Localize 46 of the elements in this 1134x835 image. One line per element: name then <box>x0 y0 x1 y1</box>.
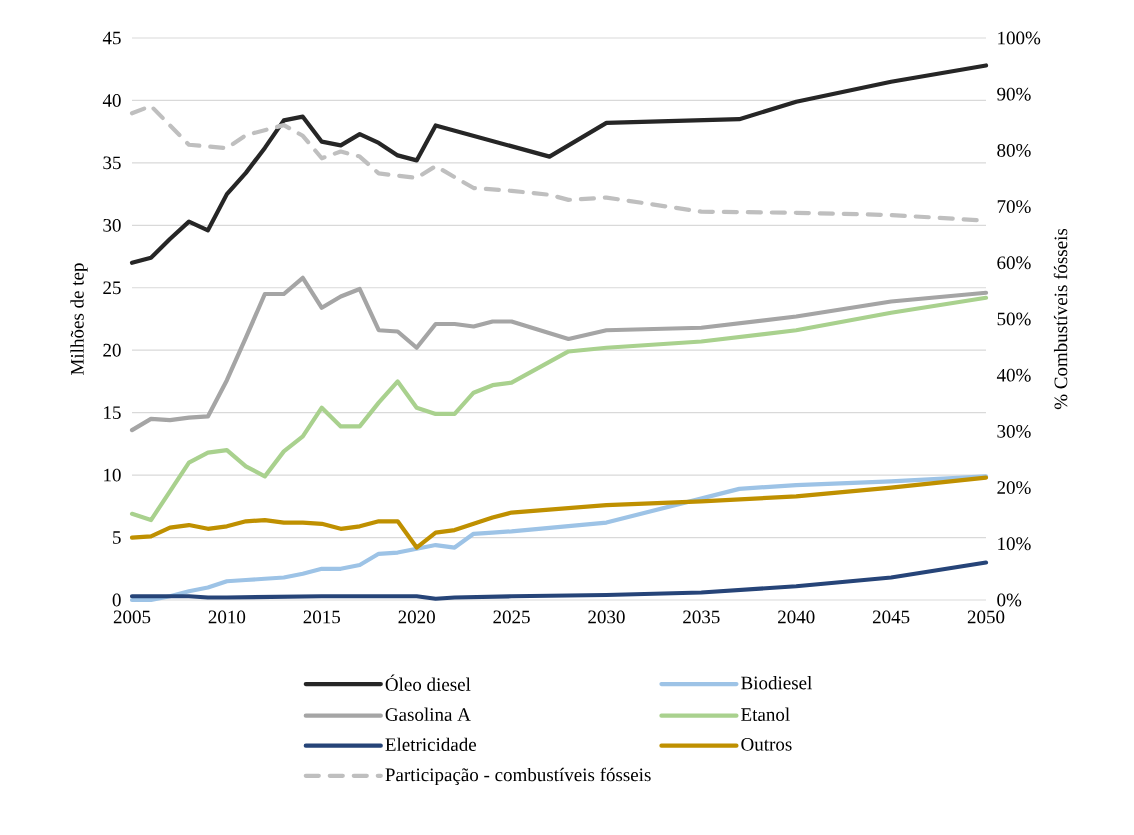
y2-tick-label: 20% <box>997 481 1031 495</box>
line-series <box>129 474 989 603</box>
x-tick-label: 2015 <box>303 610 341 624</box>
x-tick-label: 2040 <box>778 610 815 624</box>
y-tick-label: 25 <box>103 281 121 295</box>
y-tick-label: 0 <box>112 593 121 607</box>
y-tick-label: 10 <box>104 468 121 482</box>
legend-label: Biodiesel <box>741 676 812 690</box>
x-tick-label: 2010 <box>208 610 246 624</box>
x-tick-label: 2030 <box>588 610 625 624</box>
y2-tick-label: 90% <box>997 87 1031 101</box>
x-tick-label: 2025 <box>493 610 530 624</box>
legend-label: Outros <box>741 737 792 751</box>
x-tick-label: 2035 <box>683 610 720 624</box>
line-series <box>129 63 989 265</box>
y2-tick-label: 30% <box>997 424 1031 438</box>
y2-tick-label: 60% <box>997 256 1031 270</box>
y2-tick-label: 80% <box>997 143 1031 157</box>
x-tick-label: 2045 <box>872 610 910 624</box>
y2-tick-label: 10% <box>998 537 1031 551</box>
y-tick-label: 35 <box>103 156 121 170</box>
line-series <box>129 295 989 523</box>
line-series <box>129 560 989 601</box>
y2-tick-label: 0% <box>997 593 1022 607</box>
y2-axis-title: % Combustíveis fósseis <box>1053 228 1068 410</box>
y-tick-label: 15 <box>104 406 121 420</box>
x-tick-label: 2050 <box>967 610 1005 624</box>
y-tick-label: 45 <box>102 31 121 45</box>
y2-tick-label: 70% <box>997 200 1031 214</box>
y-tick-label: 20 <box>103 343 121 357</box>
line-series <box>129 475 989 550</box>
line-series <box>129 275 989 433</box>
y-tick-label: 40 <box>102 94 121 107</box>
y2-tick-label: 50% <box>997 312 1031 326</box>
legend-label: Participação - combustíveis fósseis <box>385 767 651 786</box>
y-tick-label: 5 <box>113 531 121 544</box>
x-tick-label: 2020 <box>398 610 435 624</box>
legend-label: Etanol <box>741 707 790 721</box>
y-tick-label: 30 <box>103 218 121 232</box>
x-tick-label: 2005 <box>113 610 151 624</box>
legend-label: Gasolina A <box>385 707 471 721</box>
y2-tick-label: 40% <box>996 368 1031 382</box>
legend-label: Óleo diesel <box>385 674 471 691</box>
legend-label: Eletricidade <box>385 737 477 752</box>
y2-tick-label: 100% <box>998 31 1041 45</box>
y-axis-title: Milhões de tep <box>70 263 88 375</box>
